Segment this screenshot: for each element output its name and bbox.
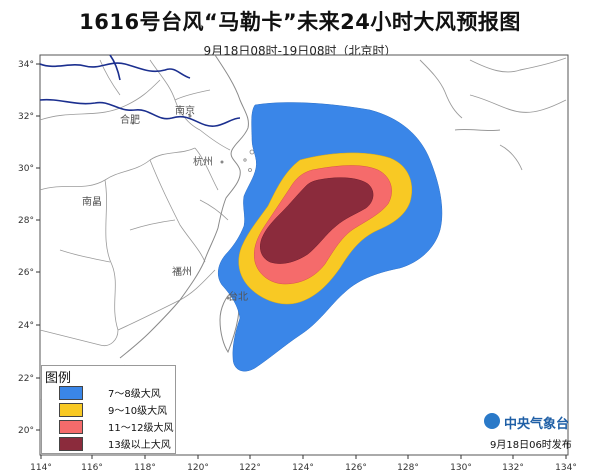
rivers: [39, 54, 241, 127]
lon-label: 116°: [81, 463, 103, 473]
city-label-fuzhou: 福州: [172, 265, 192, 278]
city-label-hangzhou: 杭州: [193, 155, 213, 168]
nmc-logo-icon: [484, 413, 500, 429]
yangtze-river: [39, 98, 241, 127]
lon-label: 134°: [555, 463, 577, 473]
legend-label: 13级以上大风: [108, 440, 171, 451]
lon-ticks: [40, 455, 567, 459]
legend-swatch: [59, 386, 83, 400]
legend-label: 11～12级大风: [108, 423, 174, 434]
lon-labels: 114° 116° 118° 120° 122° 124° 126° 128° …: [30, 463, 577, 473]
legend-swatch: [59, 403, 83, 417]
korea-japan-coast: [419, 57, 567, 171]
lon-label: 120°: [187, 463, 209, 473]
city-label-hefei: 合肥: [120, 113, 140, 126]
lon-label: 124°: [292, 463, 314, 473]
city-label-nanchang: 南昌: [82, 195, 102, 208]
agency-name: 中央气象台: [504, 417, 570, 432]
legend-label: 9～10级大风: [108, 406, 168, 417]
legend-label: 7～8级大风: [108, 389, 161, 400]
gale-zone-13-plus: [260, 177, 374, 264]
lon-label: 122°: [239, 463, 261, 473]
issue-time: 9月18日06时发布: [490, 440, 572, 451]
map-title: 1616号台风“马勒卡”未来24小时大风预报图: [79, 10, 521, 34]
legend-swatch: [59, 437, 83, 451]
legend-swatch: [59, 420, 83, 434]
lat-label: 30°: [18, 164, 34, 174]
lat-label: 22°: [18, 374, 34, 384]
city-markers: [94, 114, 230, 300]
map-legend: 图例 7～8级大风 9～10级大风 11～12级大风 13级以上大风: [41, 365, 176, 454]
city-label-nanjing: 南京: [175, 104, 195, 117]
lon-label: 132°: [502, 463, 524, 473]
huai-river: [39, 62, 191, 79]
lon-label: 130°: [450, 463, 472, 473]
legend-title: 图例: [45, 371, 72, 386]
lat-label: 28°: [18, 216, 34, 226]
china-coastline: [119, 54, 249, 359]
upper-river: [109, 54, 121, 81]
lat-ticks: [36, 63, 40, 431]
lat-labels: 20° 22° 24° 26° 28° 30° 32° 34°: [18, 60, 34, 436]
lat-label: 34°: [18, 60, 34, 70]
lon-label: 126°: [345, 463, 367, 473]
lat-label: 24°: [18, 321, 34, 331]
lon-label: 118°: [134, 463, 156, 473]
lon-label: 128°: [397, 463, 419, 473]
lat-label: 20°: [18, 426, 34, 436]
lat-label: 32°: [18, 112, 34, 122]
city-label-taipei: 台北: [228, 290, 248, 303]
lon-label: 114°: [30, 463, 52, 473]
lat-label: 26°: [18, 268, 34, 278]
